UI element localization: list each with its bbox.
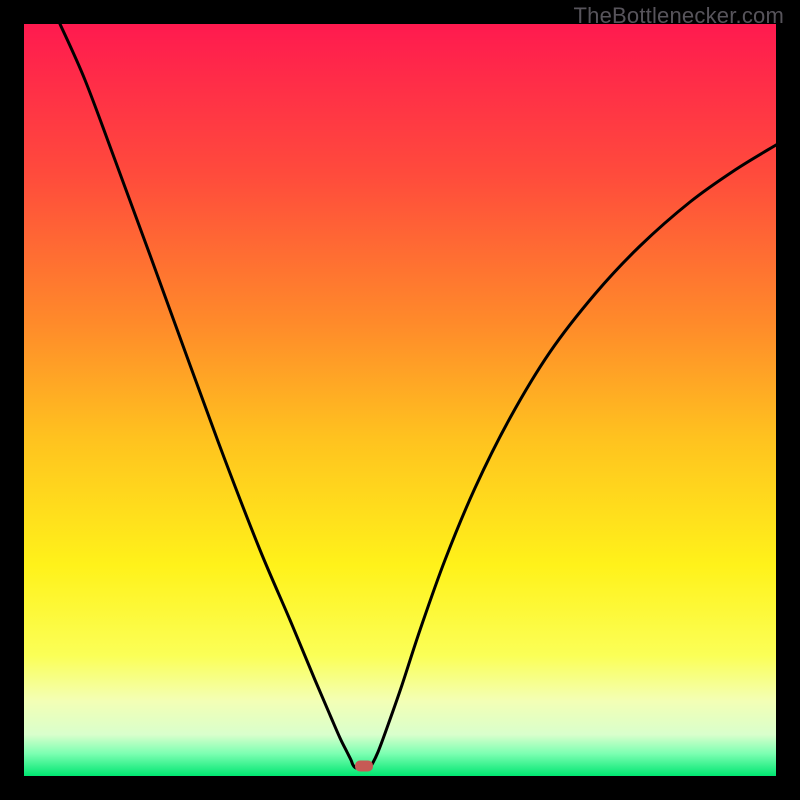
plot-background-gradient — [24, 24, 776, 776]
chart-stage: TheBottlenecker.com — [0, 0, 800, 800]
